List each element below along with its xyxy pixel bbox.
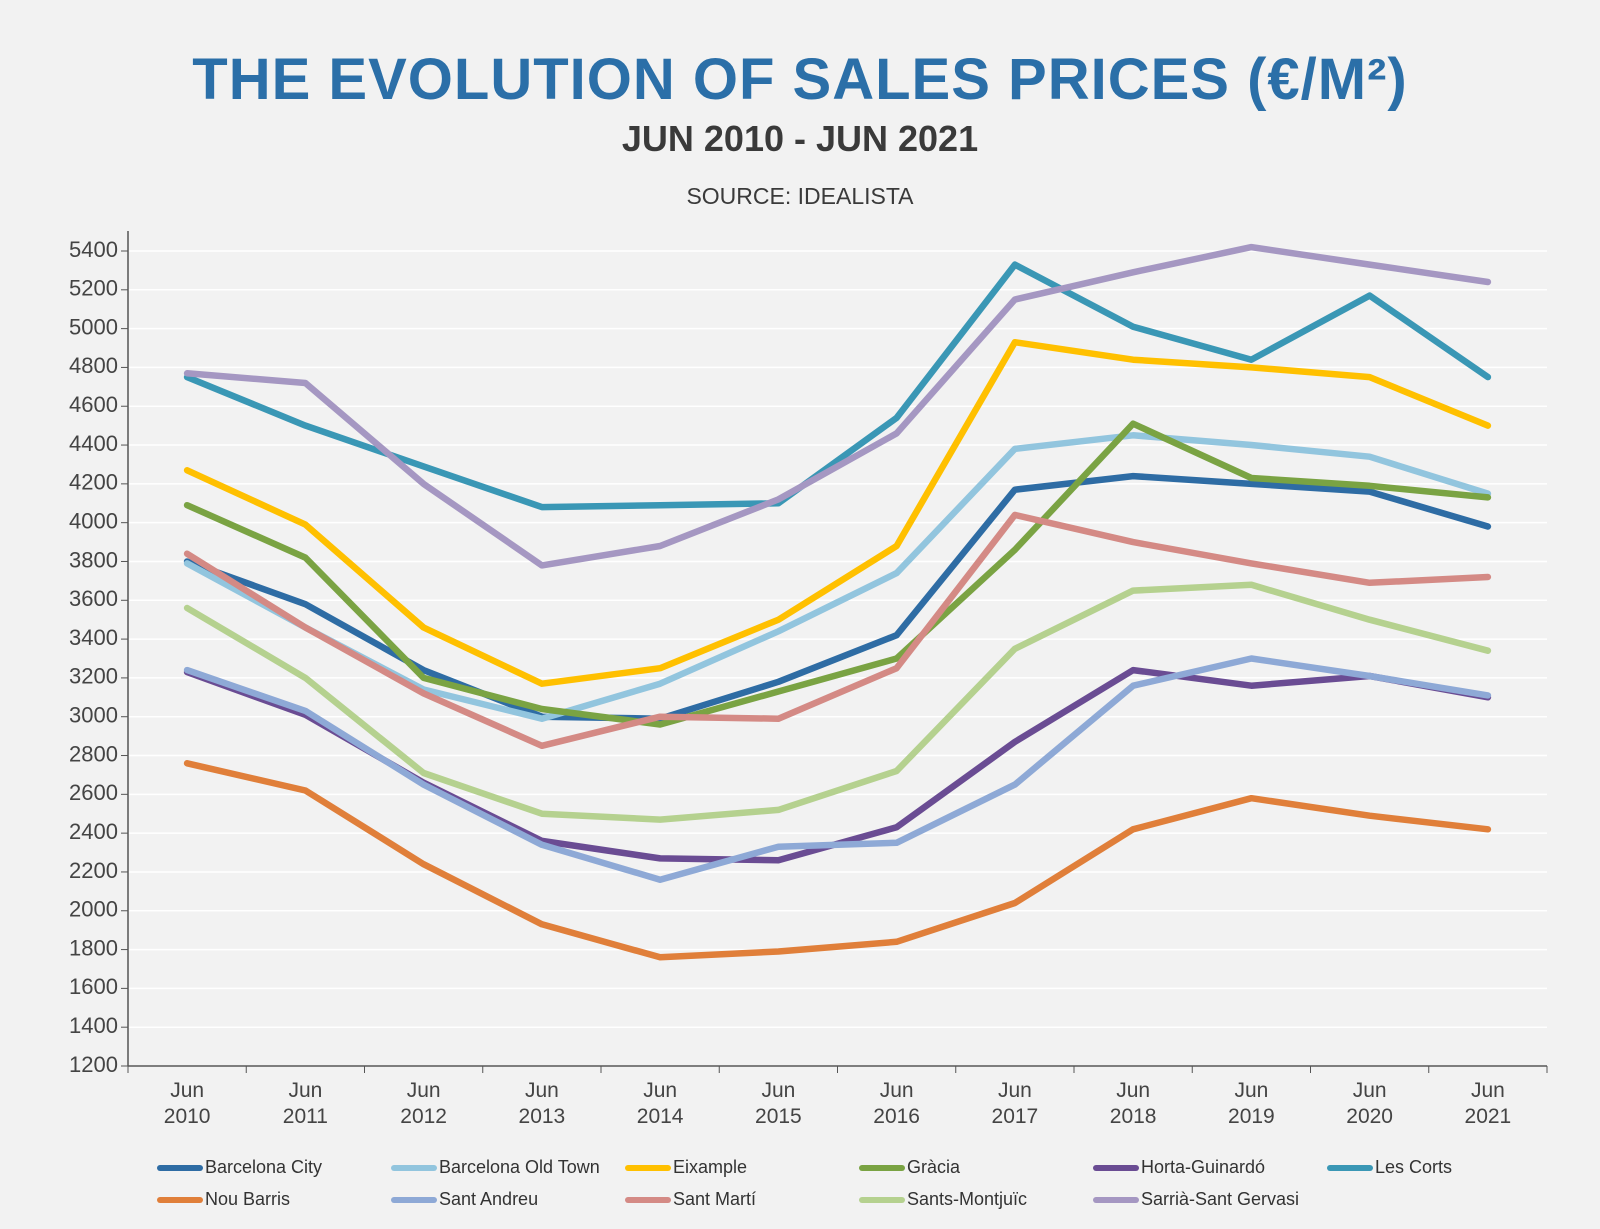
legend-swatch	[1093, 1164, 1139, 1171]
x-tick-label: Jun 2020	[1346, 1079, 1393, 1128]
legend-swatch	[391, 1196, 437, 1203]
series-line	[183, 666, 1492, 864]
y-tick-label: 3400	[69, 625, 118, 650]
series-line	[183, 511, 1492, 750]
legend-label: Barcelona Old Town	[439, 1157, 600, 1177]
legend-item: Sarrià-Sant Gervasi	[1093, 1189, 1299, 1210]
x-tick-label: Jun 2018	[1109, 1079, 1157, 1128]
y-tick-label: 4400	[69, 431, 118, 456]
y-tick-label: 3000	[69, 703, 118, 728]
y-tick-label: 2600	[69, 780, 118, 805]
x-tick-label: Jun 2012	[400, 1079, 447, 1128]
legend-label: Sarrià-Sant Gervasi	[1141, 1189, 1300, 1209]
series-line	[183, 581, 1492, 823]
x-tick-label: Jun 2019	[1228, 1079, 1275, 1128]
chart-title: THE EVOLUTION OF SALES PRICES (€/M²)	[192, 47, 1408, 112]
chart-subtitle: JUN 2010 - JUN 2021	[621, 118, 979, 159]
legend-item: Sant Andreu	[391, 1189, 538, 1210]
legend-label: Sant Martí	[673, 1189, 757, 1209]
legend-item: Gràcia	[859, 1157, 960, 1178]
legend-item: Horta-Guinardó	[1093, 1157, 1265, 1178]
y-tick-label: 1400	[69, 1013, 118, 1038]
y-tick-label: 3600	[69, 586, 118, 611]
legend-label: Eixample	[673, 1157, 748, 1177]
y-tick-label: 3800	[69, 547, 118, 572]
legend-swatch	[625, 1196, 671, 1203]
legend-swatch	[157, 1196, 203, 1203]
legend-label: Gràcia	[907, 1157, 961, 1177]
y-tick-label: 1600	[69, 974, 118, 999]
x-tick-label: Jun 2021	[1464, 1079, 1512, 1128]
y-tick-label: 2400	[69, 819, 118, 844]
y-tick-label: 2200	[69, 858, 118, 883]
y-tick-label: 1200	[69, 1052, 118, 1077]
series-line	[183, 338, 1492, 687]
legend-label: Sant Andreu	[439, 1189, 539, 1209]
legend-label: Les Corts	[1375, 1157, 1453, 1177]
y-tick-label: 4800	[69, 353, 118, 378]
chart-source: SOURCE: IDEALISTA	[686, 183, 914, 209]
legend-label: Barcelona City	[205, 1157, 323, 1177]
y-tick-label: 4200	[69, 470, 118, 495]
y-tick-label: 5000	[69, 314, 118, 339]
legend-item: Sants-Montjuïc	[859, 1189, 1027, 1210]
legend-swatch	[625, 1164, 671, 1171]
series-line	[183, 760, 1492, 961]
legend-label: Sants-Montjuïc	[907, 1189, 1028, 1209]
y-tick-label: 4000	[69, 508, 118, 533]
legend-item: Nou Barris	[157, 1189, 290, 1210]
series-line	[183, 420, 1492, 728]
legend-item: Barcelona City	[157, 1157, 322, 1178]
y-tick-label: 1800	[69, 935, 118, 960]
x-tick-label: Jun 2017	[991, 1079, 1039, 1128]
legend-item: Eixample	[625, 1157, 747, 1178]
x-tick-label: Jun 2014	[636, 1079, 684, 1128]
y-tick-label: 2000	[69, 897, 118, 922]
y-tick-label: 4600	[69, 392, 118, 417]
series-line	[183, 261, 1492, 511]
legend-item: Les Corts	[1327, 1157, 1452, 1178]
legend-swatch	[157, 1164, 203, 1171]
legend-swatch	[1327, 1164, 1373, 1171]
series-line	[183, 243, 1492, 569]
x-tick-label: Jun 2016	[873, 1079, 920, 1128]
legend-label: Horta-Guinardó	[1141, 1157, 1266, 1177]
legend-swatch	[859, 1164, 905, 1171]
y-tick-label: 2800	[69, 741, 118, 766]
legend-label: Nou Barris	[205, 1189, 291, 1209]
x-tick-label: Jun 2013	[518, 1079, 566, 1128]
y-tick-label: 5400	[69, 237, 118, 262]
x-tick-label: Jun 2011	[282, 1079, 328, 1128]
y-tick-label: 5200	[69, 276, 118, 301]
series-line	[183, 655, 1492, 883]
legend-item: Sant Martí	[625, 1189, 756, 1210]
x-tick-label: Jun 2010	[163, 1079, 211, 1128]
x-tick-label: Jun 2015	[755, 1079, 802, 1128]
y-tick-label: 3200	[69, 664, 118, 689]
legend-item: Barcelona Old Town	[391, 1157, 600, 1178]
legend-swatch	[1093, 1196, 1139, 1203]
legend-swatch	[391, 1164, 437, 1171]
legend-swatch	[859, 1196, 905, 1203]
